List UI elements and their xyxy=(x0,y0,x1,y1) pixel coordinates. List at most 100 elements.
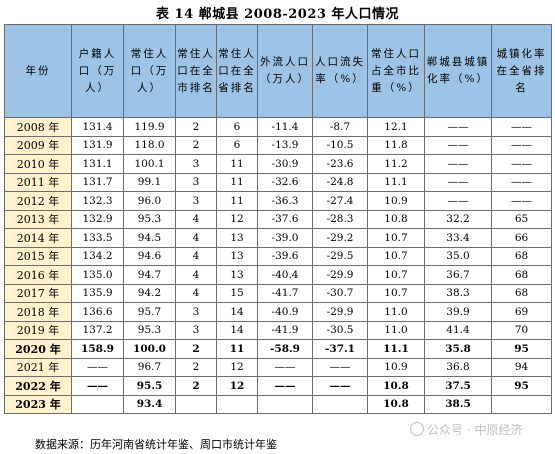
column-header-label: 常住人口占全市比重（%） xyxy=(371,47,421,94)
data-cell: 15 xyxy=(216,283,258,303)
data-cell: 100.0 xyxy=(123,339,176,359)
data-cell: —— xyxy=(491,191,552,211)
data-cell: 10.8 xyxy=(367,394,425,414)
year-cell: 2019 年 xyxy=(4,320,72,340)
data-cell: —— xyxy=(491,135,552,155)
year-cell: 2018 年 xyxy=(4,302,72,322)
data-cell: -8.7 xyxy=(312,117,368,137)
data-cell: 94.6 xyxy=(123,246,176,266)
data-cell: 131.7 xyxy=(71,172,124,192)
data-cell xyxy=(175,394,217,414)
year-cell: 2017 年 xyxy=(4,283,72,303)
data-cell: 93.4 xyxy=(123,394,176,414)
data-cell: —— xyxy=(491,117,552,137)
data-cell: -39.0 xyxy=(257,228,313,248)
data-cell: 2 xyxy=(175,135,217,155)
data-cell: 10.7 xyxy=(367,283,425,303)
data-cell xyxy=(312,394,368,414)
data-cell: —— xyxy=(491,172,552,192)
column-header: 常住人口占全市比重（%） xyxy=(367,24,425,118)
data-cell: -40.9 xyxy=(257,302,313,322)
table-row: 2016 年 135.0 94.7 4 13 -40.4 -29.9 10.7 36.7 68 xyxy=(4,265,552,285)
data-cell: 10.7 xyxy=(367,265,425,285)
column-header-label: 常住人口（万人） xyxy=(130,47,169,94)
column-header: 年份 xyxy=(4,24,72,118)
data-cell: 38.3 xyxy=(424,283,492,303)
data-cell: 99.1 xyxy=(123,172,176,192)
data-cell: 36.7 xyxy=(424,265,492,285)
data-cell: 3 xyxy=(175,172,217,192)
data-cell: 94 xyxy=(491,357,552,377)
data-cell: —— xyxy=(71,357,124,377)
data-cell: -27.4 xyxy=(312,191,368,211)
data-cell xyxy=(71,394,124,414)
data-cell: -30.5 xyxy=(312,320,368,340)
data-cell: 2 xyxy=(175,339,217,359)
data-cell: 3 xyxy=(175,154,217,174)
data-cell: 133.5 xyxy=(71,228,124,248)
column-header-label: 常住人口在全市排名 xyxy=(177,47,215,94)
data-cell: 132.9 xyxy=(71,209,124,229)
data-cell: 12 xyxy=(216,209,258,229)
data-cell: 11.1 xyxy=(367,172,425,192)
data-cell: 69 xyxy=(491,302,552,322)
data-cell: -29.9 xyxy=(312,302,368,322)
table-row: 2010 年 131.1 100.1 3 11 -30.9 -23.6 11.2 —— —— xyxy=(4,154,552,174)
year-cell: 2009 年 xyxy=(4,135,72,155)
data-cell: 95.5 xyxy=(123,376,176,396)
table-row: 2018 年 136.6 95.7 3 14 -40.9 -29.9 11.0 39.9 69 xyxy=(4,302,552,322)
data-cell xyxy=(257,394,313,414)
data-cell: —— xyxy=(491,154,552,174)
data-cell: 11.0 xyxy=(367,302,425,322)
wechat-icon xyxy=(410,422,424,436)
data-cell: 6 xyxy=(216,135,258,155)
table-row: 2009 年 131.9 118.0 2 6 -13.9 -10.5 11.8 —— —— xyxy=(4,135,552,155)
table-row: 2017 年 135.9 94.2 4 15 -41.7 -30.7 10.7 38.3 68 xyxy=(4,283,552,303)
data-cell: -37.6 xyxy=(257,209,313,229)
data-cell: 11.2 xyxy=(367,154,425,174)
column-header: 人口流失率（%） xyxy=(312,24,368,118)
data-cell: 4 xyxy=(175,209,217,229)
table-row: 2011 年 131.7 99.1 3 11 -32.6 -24.8 11.1 —— —— xyxy=(4,172,552,192)
data-cell: 96.0 xyxy=(123,191,176,211)
year-cell: 2008 年 xyxy=(4,117,72,137)
data-cell: —— xyxy=(312,357,368,377)
data-cell: -41.7 xyxy=(257,283,313,303)
column-header: 城镇化率在全省排名 xyxy=(491,24,552,118)
data-cell: 10.7 xyxy=(367,228,425,248)
data-cell: 12.1 xyxy=(367,117,425,137)
column-header-label: 户籍人口（万人） xyxy=(78,47,117,94)
column-header: 常住人口（万人） xyxy=(123,24,176,118)
column-header: 常住人口在全省排名 xyxy=(216,24,258,118)
table-row: 2019 年 137.2 95.3 3 14 -41.9 -30.5 11.0 41.4 70 xyxy=(4,320,552,340)
data-cell: 14 xyxy=(216,302,258,322)
data-cell: 39.9 xyxy=(424,302,492,322)
data-cell: 2 xyxy=(175,357,217,377)
data-cell: 95 xyxy=(491,339,552,359)
table-row: 2013 年 132.9 95.3 4 12 -37.6 -28.3 10.8 32.2 65 xyxy=(4,209,552,229)
data-cell: -30.7 xyxy=(312,283,368,303)
data-cell: 10.8 xyxy=(367,376,425,396)
year-cell: 2011 年 xyxy=(4,172,72,192)
data-cell: 3 xyxy=(175,302,217,322)
column-header: 户籍人口（万人） xyxy=(71,24,124,118)
table-row: 2020 年 158.9 100.0 2 11 -58.9 -37.1 11.1 35.8 95 xyxy=(4,339,552,359)
data-cell: -13.9 xyxy=(257,135,313,155)
table-row: 2023 年 93.4 10.8 38.5 xyxy=(4,394,552,414)
data-cell: 131.9 xyxy=(71,135,124,155)
data-cell: 10.7 xyxy=(367,246,425,266)
watermark: 公众号 · 中原经济 xyxy=(410,421,522,438)
data-cell: 95.3 xyxy=(123,320,176,340)
data-cell: 100.1 xyxy=(123,154,176,174)
data-cell: 41.4 xyxy=(424,320,492,340)
data-cell: -29.9 xyxy=(312,265,368,285)
table-row: 2015 年 134.2 94.6 4 13 -39.6 -29.5 10.7 35.0 68 xyxy=(4,246,552,266)
data-cell: -24.8 xyxy=(312,172,368,192)
data-cell: 10.9 xyxy=(367,357,425,377)
data-cell: 158.9 xyxy=(71,339,124,359)
data-cell: 11.1 xyxy=(367,339,425,359)
year-cell: 2013 年 xyxy=(4,209,72,229)
data-cell: 11 xyxy=(216,172,258,192)
data-cell: 33.4 xyxy=(424,228,492,248)
data-cell: 132.3 xyxy=(71,191,124,211)
